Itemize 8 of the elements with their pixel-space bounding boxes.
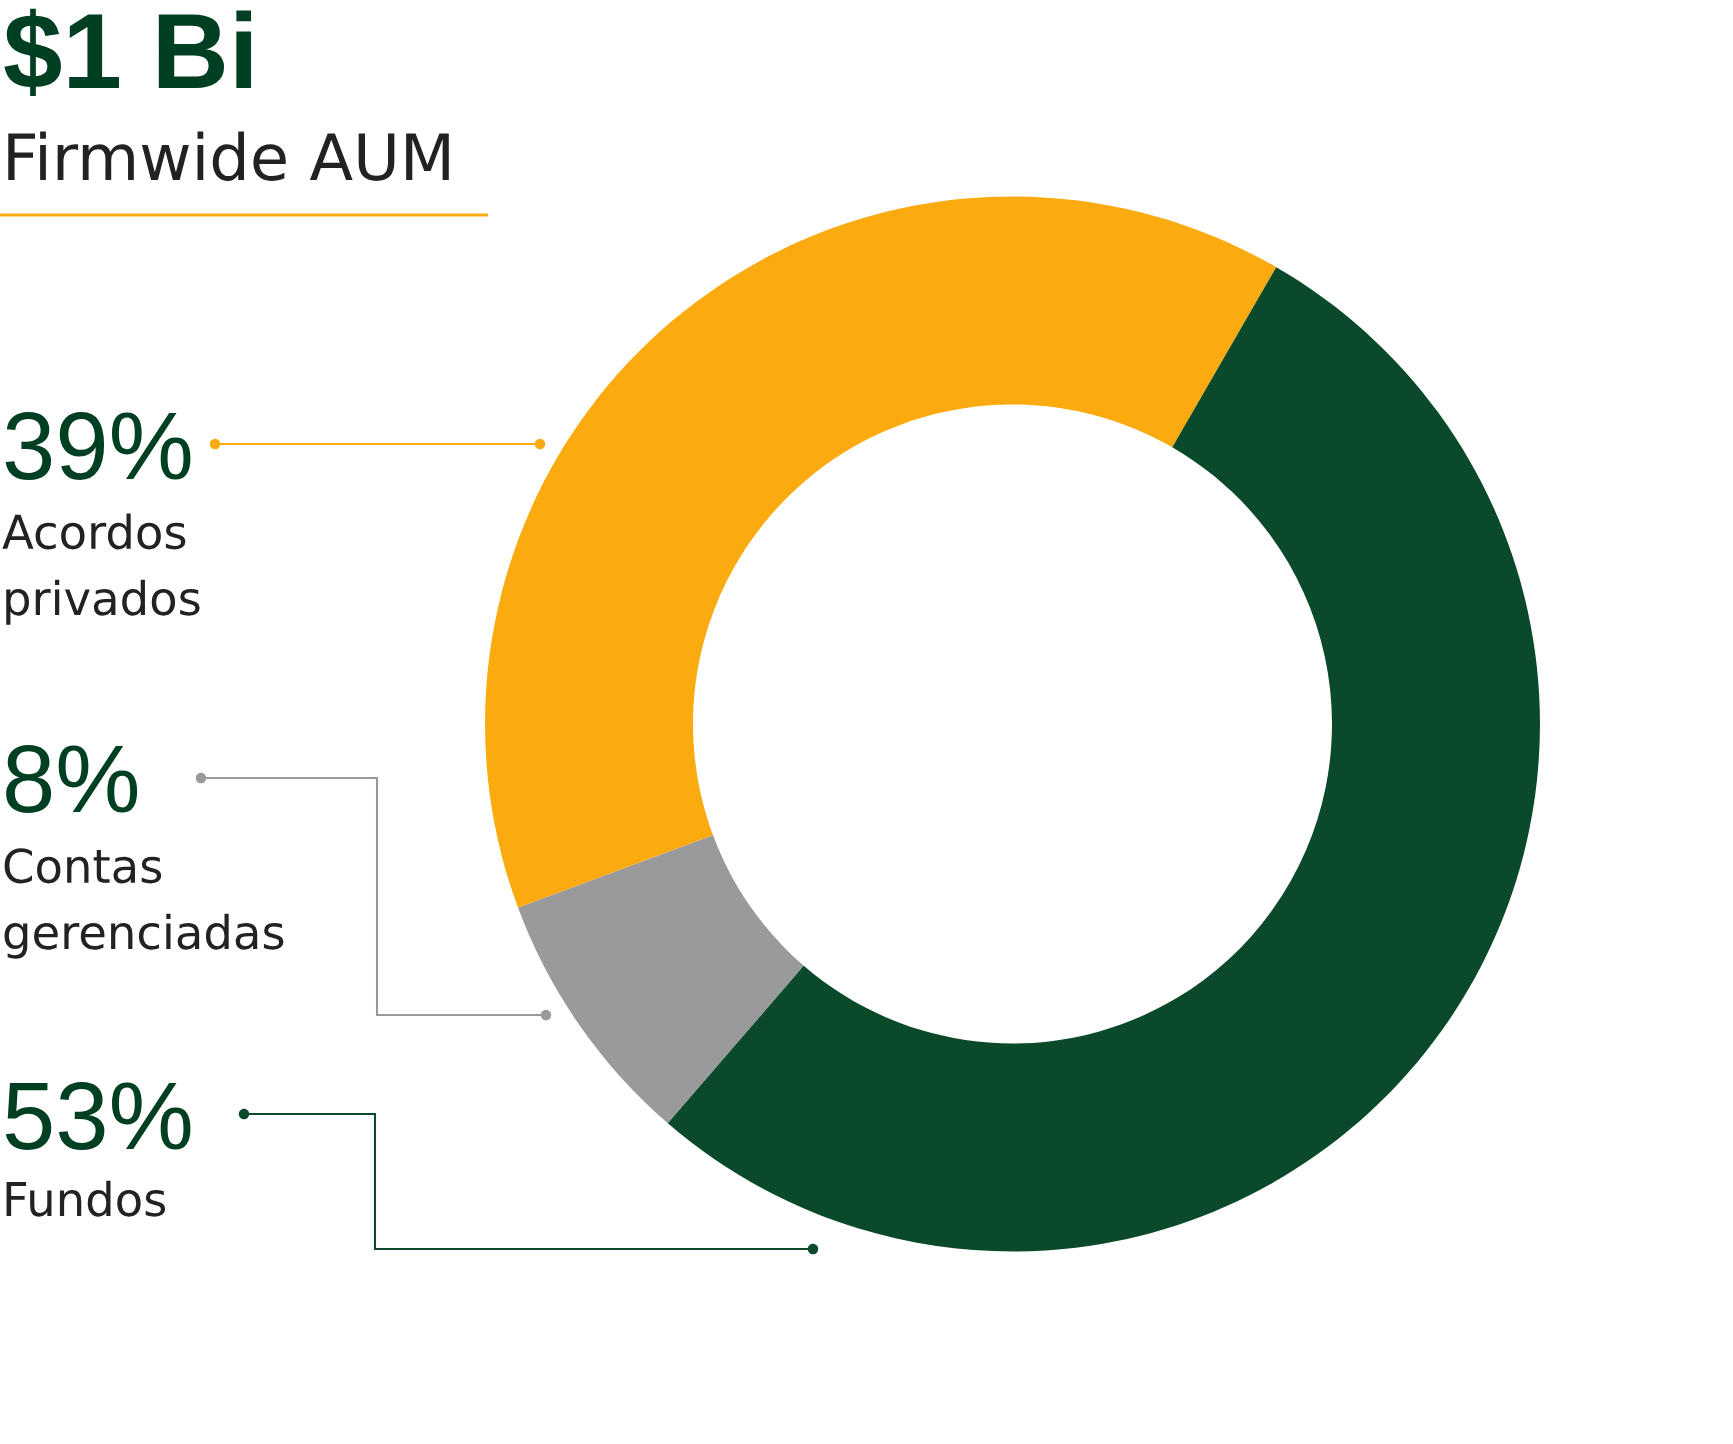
data-label: 39%: [5, 412, 191, 480]
chart-subtitle: Firmwide AUM: [8, 131, 449, 181]
slice-label: Contas gerenciadas: [4, 848, 284, 959]
slice-label: Acordos privados: [2, 513, 200, 625]
data-label: 8%: [6, 745, 138, 813]
slice-label: Fundos: [6, 1180, 166, 1217]
chart-title: $1 Bi: [4, 8, 252, 96]
data-label: 53%: [5, 1082, 191, 1150]
